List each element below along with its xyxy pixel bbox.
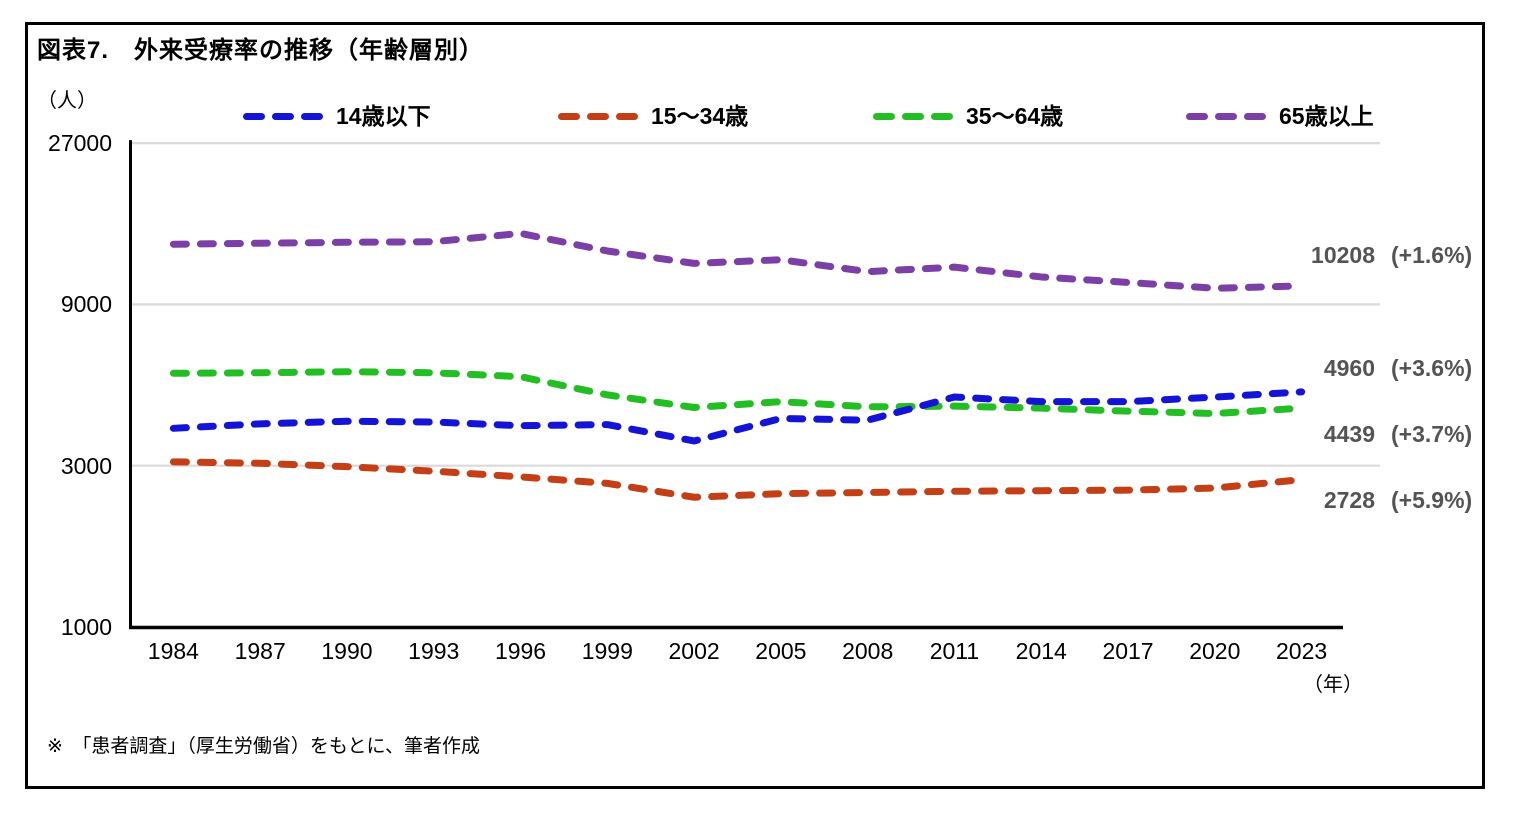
end-label-change-pct: (+3.7%) — [1391, 421, 1473, 448]
series-line-age-65-over — [169, 229, 1306, 292]
end-label-value: 2728 — [1323, 486, 1375, 513]
legend-label-age-65-over: 65歳以上 — [1279, 103, 1374, 129]
y-axis-unit-label: （人） — [37, 90, 97, 112]
legend-label-age-0-14: 14歳以下 — [336, 103, 431, 129]
series-line-age-35-64 — [169, 368, 1306, 417]
legend-dash-swatch-age-15-34 — [558, 112, 638, 120]
end-label-age-0-14: 4960 (+3.6%) — [1283, 353, 1472, 383]
x-tick-2011: 2011 — [929, 638, 980, 664]
y-tick-3000: 3000 — [60, 452, 112, 479]
x-tick-1987: 1987 — [234, 638, 286, 664]
x-tick-1993: 1993 — [408, 638, 460, 664]
series-line-age-0-14 — [169, 388, 1306, 445]
legend-dash-swatch-age-35-64 — [873, 112, 953, 120]
legend-label-age-15-34: 15～34歳 — [651, 103, 749, 129]
source-footnote: ※ 「患者調査」（厚生労働省）をもとに、筆者作成 — [47, 736, 480, 757]
legend-item-age-15-34: 15～34歳 — [558, 102, 748, 130]
series-line-age-15-34 — [169, 458, 1306, 501]
end-label-value: 10208 — [1311, 241, 1375, 268]
x-tick-1996: 1996 — [494, 638, 547, 664]
end-label-age-35-64: 4439 (+3.7%) — [1283, 419, 1472, 449]
x-tick-2014: 2014 — [1015, 638, 1067, 664]
x-tick-1999: 1999 — [581, 638, 633, 664]
legend-label-age-35-64: 35～64歳 — [966, 103, 1064, 129]
x-tick-2017: 2017 — [1102, 638, 1154, 664]
end-label-change-pct: (+3.6%) — [1391, 354, 1473, 381]
x-tick-1984: 1984 — [147, 638, 199, 664]
end-label-age-65-over: 10208 (+1.6%) — [1283, 240, 1472, 270]
x-tick-2020: 2020 — [1189, 638, 1241, 664]
end-label-age-15-34: 2728 (+5.9%) — [1283, 485, 1472, 515]
figure-title: 図表7. 外来受療率の推移（年齢層別） — [37, 37, 485, 64]
x-tick-2005: 2005 — [755, 638, 807, 664]
end-label-value: 4439 — [1323, 421, 1375, 448]
x-tick-2023: 2023 — [1276, 638, 1328, 664]
x-axis-unit-label: （年） — [1303, 674, 1363, 696]
legend-item-age-0-14: 14歳以下 — [243, 102, 431, 130]
legend-item-age-65-over: 65歳以上 — [1186, 102, 1374, 130]
legend-item-age-35-64: 35～64歳 — [873, 102, 1063, 130]
legend-dash-swatch-age-0-14 — [243, 112, 323, 120]
x-tick-1990: 1990 — [321, 638, 373, 664]
y-tick-27000: 27000 — [48, 130, 112, 157]
end-label-change-pct: (+1.6%) — [1391, 241, 1473, 268]
x-tick-2002: 2002 — [668, 638, 720, 664]
y-tick-9000: 9000 — [60, 291, 112, 318]
figure-border-frame — [25, 22, 1485, 789]
end-label-value: 4960 — [1323, 354, 1375, 381]
end-label-change-pct: (+5.9%) — [1391, 486, 1473, 513]
x-tick-2008: 2008 — [842, 638, 894, 664]
y-tick-1000: 1000 — [60, 614, 112, 640]
legend-dash-swatch-age-65-over — [1186, 112, 1266, 120]
